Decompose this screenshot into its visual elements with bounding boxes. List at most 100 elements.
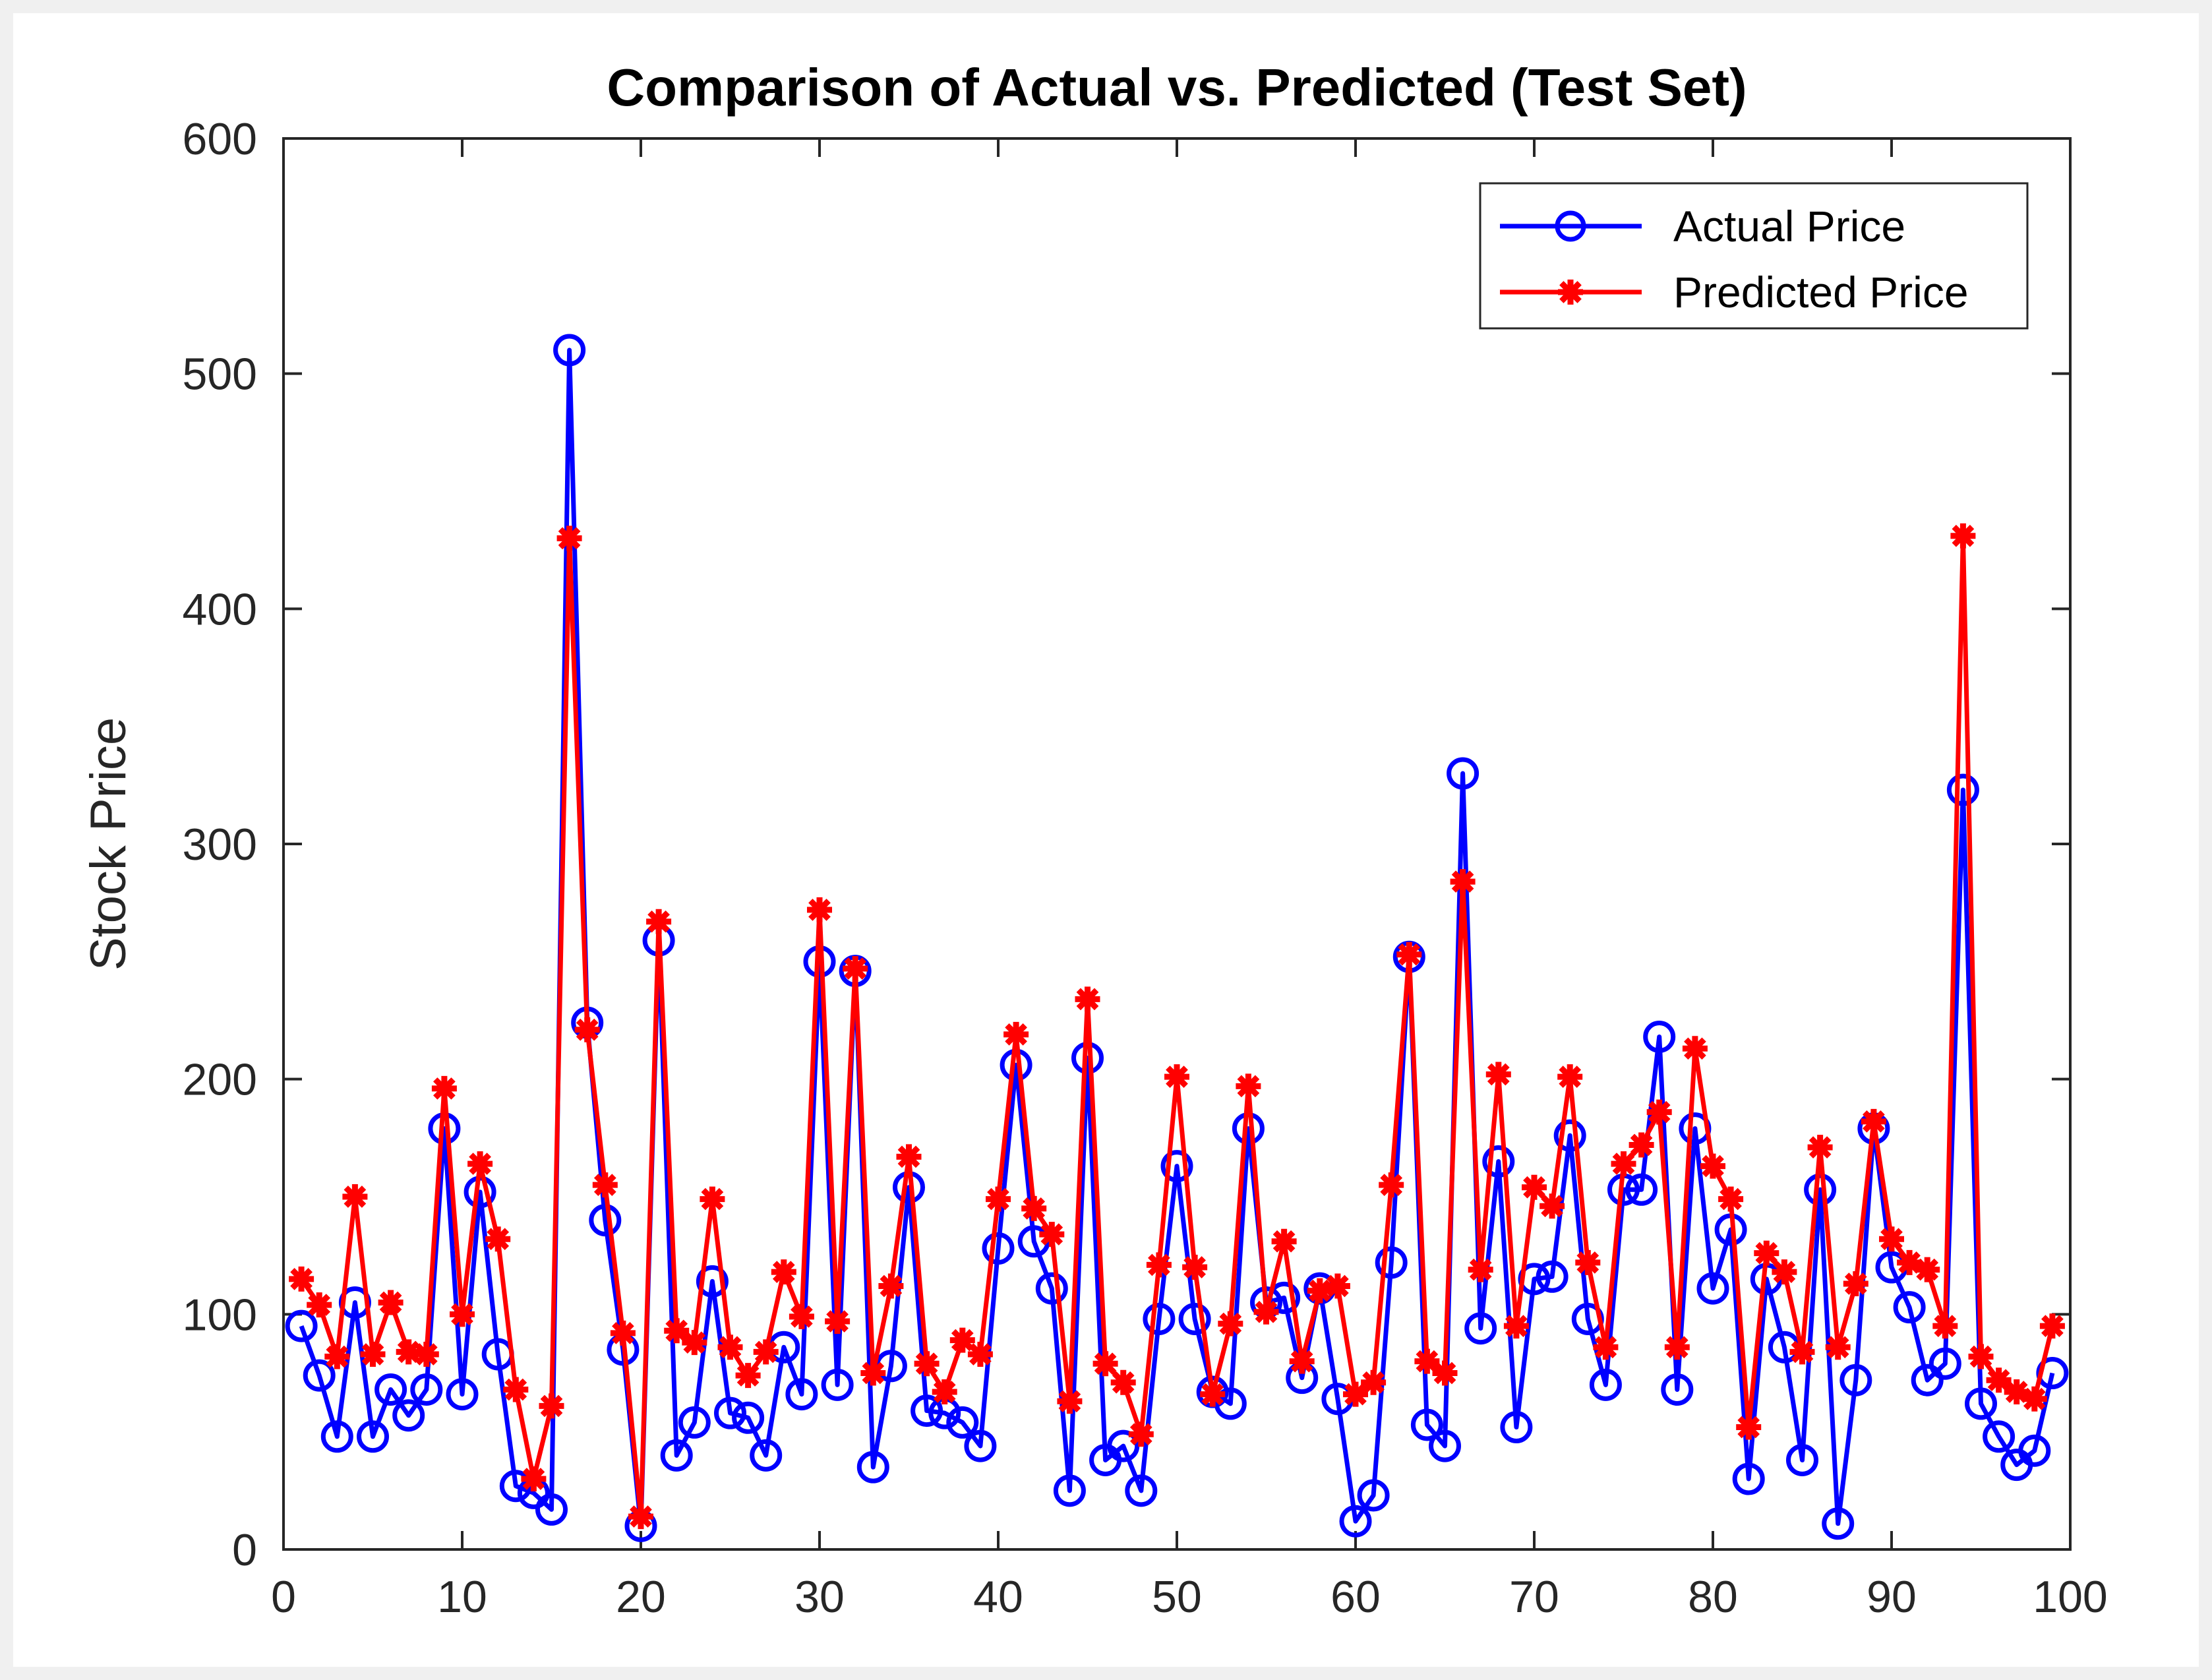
data-point-actual [357,1420,389,1453]
legend[interactable]: Actual Price Predicted Price [1479,182,2029,330]
data-point-predicted [1593,1335,1619,1360]
data-point-predicted [1664,1335,1690,1360]
y-tick-label: 300 [183,820,257,870]
data-point-predicted [1325,1273,1350,1299]
x-tick-label: 0 [271,1572,296,1622]
data-point-predicted [1522,1174,1547,1200]
x-tick-label: 100 [2033,1572,2107,1622]
data-point-predicted [986,1186,1011,1212]
data-point-actual [1553,1119,1586,1152]
data-point-predicted [574,1017,600,1042]
data-point-predicted [1950,523,1976,549]
data-point-actual [714,1396,746,1429]
data-point-actual [785,1378,818,1411]
data-point-predicted [1629,1132,1654,1158]
data-point-predicted [1789,1339,1815,1365]
data-point-predicted [1164,1064,1189,1090]
data-point-predicted [2039,1313,2065,1339]
data-point-predicted [1575,1249,1601,1275]
data-point-predicted [1646,1099,1672,1125]
data-point-actual [446,1378,479,1411]
data-point-predicted [717,1335,743,1360]
data-point-actual [911,1395,943,1427]
data-point-predicted [1700,1153,1725,1179]
data-point-predicted [789,1304,814,1329]
data-point-predicted [450,1302,475,1327]
data-point-predicted [1861,1108,1886,1134]
data-point-predicted [1003,1021,1029,1047]
data-point-predicted [1557,1064,1583,1090]
data-point-actual [964,1429,997,1462]
data-point-predicted [949,1327,975,1353]
series-predicted [289,523,2065,1530]
data-point-predicted [628,1504,653,1530]
data-point-predicted [896,1144,922,1170]
data-point-predicted [1611,1151,1636,1177]
data-point-predicted [1182,1255,1208,1280]
data-point-predicted [378,1290,404,1315]
data-point-actual [750,1439,783,1472]
data-point-actual [1214,1387,1247,1420]
data-point-actual [1804,1173,1837,1206]
data-point-actual [2018,1434,2051,1467]
legend-marker-predicted [1558,280,1583,305]
data-point-predicted [1361,1369,1387,1395]
y-tick-label: 0 [232,1525,257,1575]
data-point-actual [1643,1020,1676,1053]
data-point-actual [946,1406,979,1439]
data-point-predicted [1932,1313,1958,1339]
data-point-actual [1375,1246,1408,1279]
data-point-predicted [307,1292,332,1318]
data-point-predicted [1396,942,1422,967]
data-point-predicted [753,1339,779,1365]
x-tick-label: 90 [1867,1572,1917,1622]
data-point-predicted [592,1172,618,1198]
data-point-predicted [664,1318,690,1344]
data-point-actual [732,1401,765,1434]
data-point-actual [1536,1260,1569,1293]
data-point-predicted [1682,1036,1708,1062]
y-tick-label: 400 [183,584,257,634]
y-tick-label: 500 [183,349,257,400]
data-point-actual [1983,1420,2016,1453]
data-point-actual [1965,1387,1997,1420]
data-point-predicted [1271,1228,1297,1254]
x-tick-label: 80 [1688,1572,1738,1622]
data-point-predicted [431,1075,457,1101]
data-point-predicted [860,1360,886,1386]
data-point-actual [1410,1408,1443,1441]
data-point-predicted [1736,1414,1762,1440]
data-point-predicted [2021,1386,2047,1412]
data-point-actual [1661,1373,1694,1406]
data-point-predicted [1146,1252,1172,1278]
data-point-actual [1786,1443,1818,1476]
data-point-predicted [556,525,582,551]
data-point-predicted [1218,1311,1243,1336]
data-point-predicted [1110,1369,1136,1395]
data-point-actual [1125,1474,1158,1507]
data-point-predicted [413,1341,439,1367]
data-point-predicted [967,1341,993,1367]
data-point-actual [1178,1302,1211,1335]
x-tick-label: 10 [437,1572,487,1622]
data-point-predicted [324,1344,350,1369]
legend-label-predicted: Predicted Price [1673,268,1969,316]
data-point-predicted [1539,1193,1565,1219]
data-point-predicted [1307,1278,1332,1304]
data-point-predicted [467,1151,493,1177]
data-point-actual [1447,757,1480,790]
data-point-actual [1035,1272,1068,1305]
data-point-predicted [360,1341,386,1367]
data-point-actual [1893,1291,1926,1324]
data-point-predicted [503,1377,529,1402]
data-point-predicted [1236,1073,1261,1099]
data-point-actual [1732,1462,1765,1495]
legend-asterisk [1558,280,1583,305]
data-point-predicted [1253,1299,1279,1325]
y-tick-label: 100 [183,1290,257,1340]
data-point-predicted [843,956,868,982]
data-point-predicted [1986,1367,2012,1393]
data-point-actual [856,1451,889,1484]
data-point-predicted [1843,1271,1868,1296]
